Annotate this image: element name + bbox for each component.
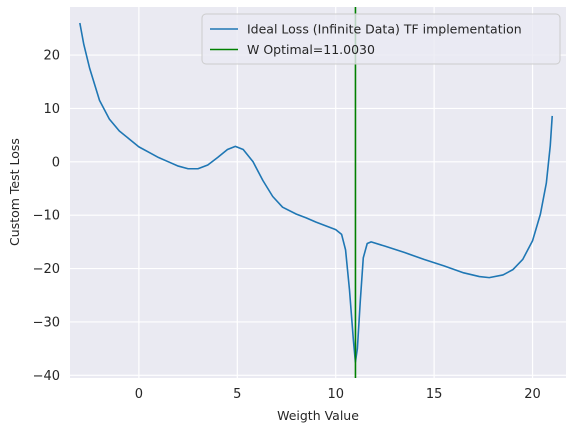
x-tick-label: 20 — [524, 387, 541, 402]
y-tick-label: −20 — [33, 262, 60, 277]
y-tick-label: −30 — [33, 315, 60, 330]
series-line — [79, 22, 554, 363]
y-tick-labels: −40 −30 −20 −10 0 10 20 — [33, 49, 60, 384]
x-gridlines — [138, 7, 534, 378]
y-tick-label: 20 — [43, 49, 60, 64]
x-tick-label: 15 — [426, 387, 443, 402]
plot-background — [70, 7, 566, 378]
legend-label-vline: W Optimal=11.0030 — [247, 42, 375, 57]
y-tick-label: −40 — [33, 369, 60, 384]
series-layer — [79, 22, 554, 363]
legend-box — [201, 13, 561, 65]
y-tick-label: −10 — [33, 209, 60, 224]
x-tick-label: 5 — [233, 387, 241, 402]
y-gridlines — [70, 54, 566, 376]
legend: Ideal Loss (Infinite Data) TF implementa… — [201, 13, 561, 65]
x-tick-label: 0 — [135, 387, 143, 402]
x-tick-labels: 0 5 10 15 20 — [135, 387, 541, 402]
y-axis-label: Custom Test Loss — [7, 138, 22, 246]
y-tick-label: 10 — [43, 102, 60, 117]
legend-label-series: Ideal Loss (Infinite Data) TF implementa… — [247, 22, 522, 37]
y-tick-label: 0 — [52, 155, 60, 170]
x-axis-label: Weigth Value — [277, 408, 359, 423]
x-tick-label: 10 — [327, 387, 344, 402]
